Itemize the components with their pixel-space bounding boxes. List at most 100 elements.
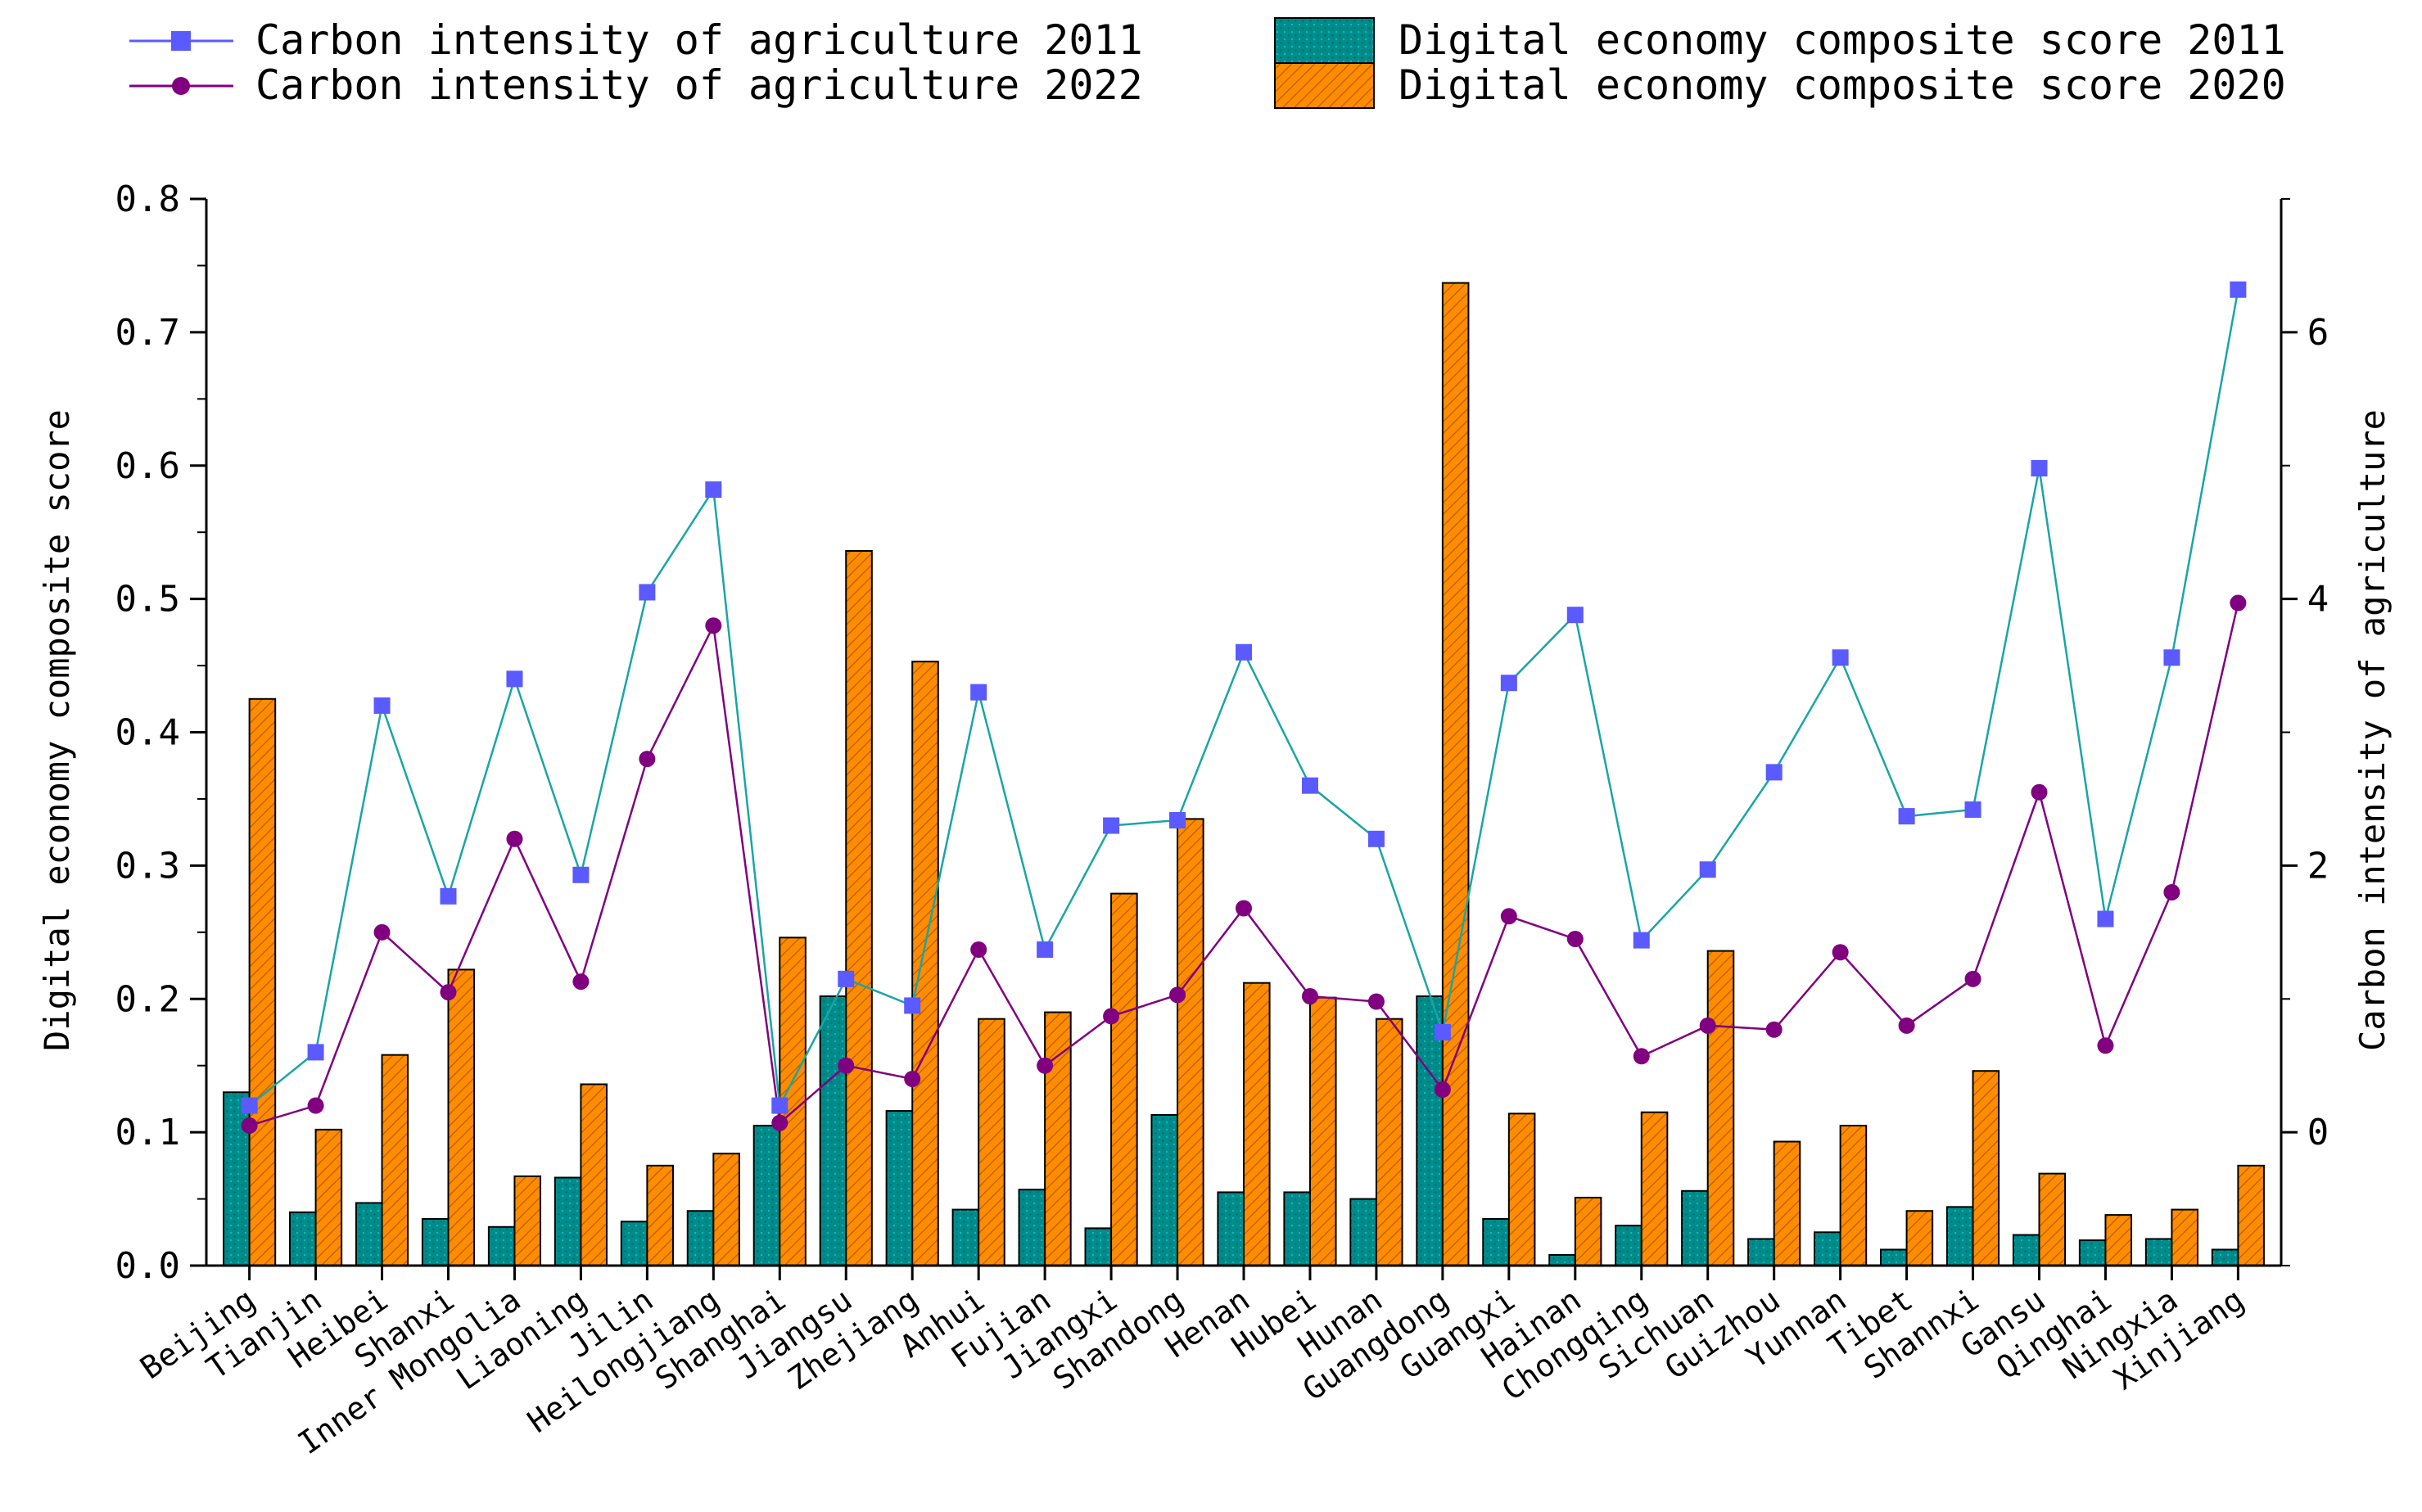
point-ci-2011 [241,1097,258,1114]
bar-de-2020 [1308,996,1337,1266]
point-ci-2011 [1434,1023,1451,1040]
right-tick-label: 2 [2307,845,2329,887]
bar-de-2020 [248,697,277,1266]
point-ci-2011 [1633,932,1650,949]
bar-de-2020 [1441,282,1470,1267]
y-axis-title-right: Carbon intensity of agriculture [2352,409,2393,1051]
bar-de-2011 [554,1176,582,1266]
bar-de-2020 [1110,892,1138,1266]
bar-de-2011 [1482,1217,1510,1267]
point-ci-2022 [1765,1021,1783,1038]
point-ci-2011 [705,481,722,499]
bar-de-2020 [513,1175,542,1267]
bar-de-2011 [1084,1227,1113,1267]
point-ci-2022 [705,617,722,634]
bar-de-2020 [2038,1172,2067,1266]
point-ci-2011 [440,887,457,905]
bar-de-2011 [686,1210,715,1266]
point-ci-2022 [1633,1048,1650,1065]
point-ci-2022 [2097,1037,2114,1054]
point-ci-2011 [1566,607,1584,624]
bar-de-2011 [1747,1238,1775,1267]
point-ci-2022 [2031,783,2048,801]
bar-de-2020 [978,1018,1005,1267]
bar-de-2011 [752,1124,781,1266]
point-ci-2022 [1566,930,1584,947]
bar-de-2020 [1972,1070,2000,1267]
left-tick-label: 0.6 [115,445,180,487]
right-axis: 0 2 4 6 [2280,198,2329,1266]
point-ci-2022 [1367,993,1385,1010]
left-tick-label: 0.2 [115,978,180,1020]
point-ci-2022 [1898,1017,1915,1034]
left-tick-label: 0.1 [115,1112,180,1153]
point-ci-2022 [1832,944,1849,961]
bar-de-2011 [2144,1238,2173,1267]
bars [223,282,2265,1267]
point-ci-2011 [2031,460,2048,477]
point-ci-2022 [572,973,590,991]
bar-de-2020 [845,549,873,1266]
legend-label-de-2011: Digital economy composite score 2011 [1399,16,2286,64]
point-ci-2022 [1169,986,1186,1004]
point-ci-2022 [2230,594,2247,612]
left-tick-label: 0.8 [115,178,180,220]
point-ci-2011 [572,866,590,883]
point-ci-2022 [1103,1008,1120,1025]
left-tick-label: 0.3 [115,845,180,887]
point-ci-2011 [639,584,656,601]
bar-de-2011 [355,1202,383,1266]
point-ci-2022 [241,1117,258,1134]
point-ci-2022 [970,941,987,958]
bar-de-2011 [1018,1189,1046,1267]
point-ci-2011 [1898,808,1915,825]
point-ci-2011 [1301,777,1318,794]
point-ci-2022 [1037,1057,1054,1074]
bar-de-2011 [1548,1253,1576,1266]
bar-de-2011 [819,995,847,1267]
bar-de-2011 [1283,1191,1311,1266]
point-ci-2011 [970,684,987,701]
point-ci-2022 [1434,1081,1451,1099]
legend-label-ci-2022: Carbon intensity of agriculture 2022 [255,61,1143,109]
point-ci-2011 [1103,817,1120,834]
legend-marker-ci-2022 [172,77,190,95]
legend-label-ci-2011: Carbon intensity of agriculture 2011 [255,16,1143,64]
left-tick-label: 0.5 [115,579,180,621]
point-ci-2011 [1037,941,1054,958]
bar-de-2020 [1507,1113,1536,1267]
bar-de-2011 [1814,1231,1841,1266]
point-ci-2011 [1964,801,1981,818]
point-ci-2011 [2163,649,2180,666]
point-ci-2022 [440,984,457,1001]
point-ci-2022 [373,923,391,941]
point-ci-2022 [2163,883,2180,900]
legend: Carbon intensity of agriculture 2011 Car… [129,16,2286,109]
point-ci-2011 [1765,764,1783,781]
bar-de-2020 [1574,1196,1602,1266]
bar-de-2020 [1044,1011,1072,1266]
bar-de-2011 [2211,1248,2239,1266]
right-tick-label: 0 [2307,1112,2329,1153]
point-ci-2022 [1236,900,1252,917]
point-ci-2022 [1964,970,1981,987]
left-axis: 0.0 0.1 0.2 0.3 0.4 0.5 0.6 0.7 0.8 [115,178,208,1287]
bar-de-2020 [646,1164,674,1266]
point-ci-2022 [771,1114,789,1131]
bar-de-2020 [1243,982,1271,1266]
point-ci-2022 [639,751,656,768]
point-ci-2011 [1832,649,1849,666]
bar-de-2011 [223,1091,251,1266]
bar-de-2011 [421,1217,450,1267]
bar-de-2011 [487,1225,516,1266]
bar-de-2020 [1839,1124,1868,1266]
left-tick-label: 0.4 [115,712,180,754]
point-ci-2022 [1301,987,1318,1004]
bar-de-2011 [951,1208,980,1267]
bar-de-2011 [1615,1225,1643,1266]
bar-de-2020 [1375,1018,1403,1267]
bar-de-2011 [620,1221,648,1266]
point-ci-2022 [838,1057,855,1074]
